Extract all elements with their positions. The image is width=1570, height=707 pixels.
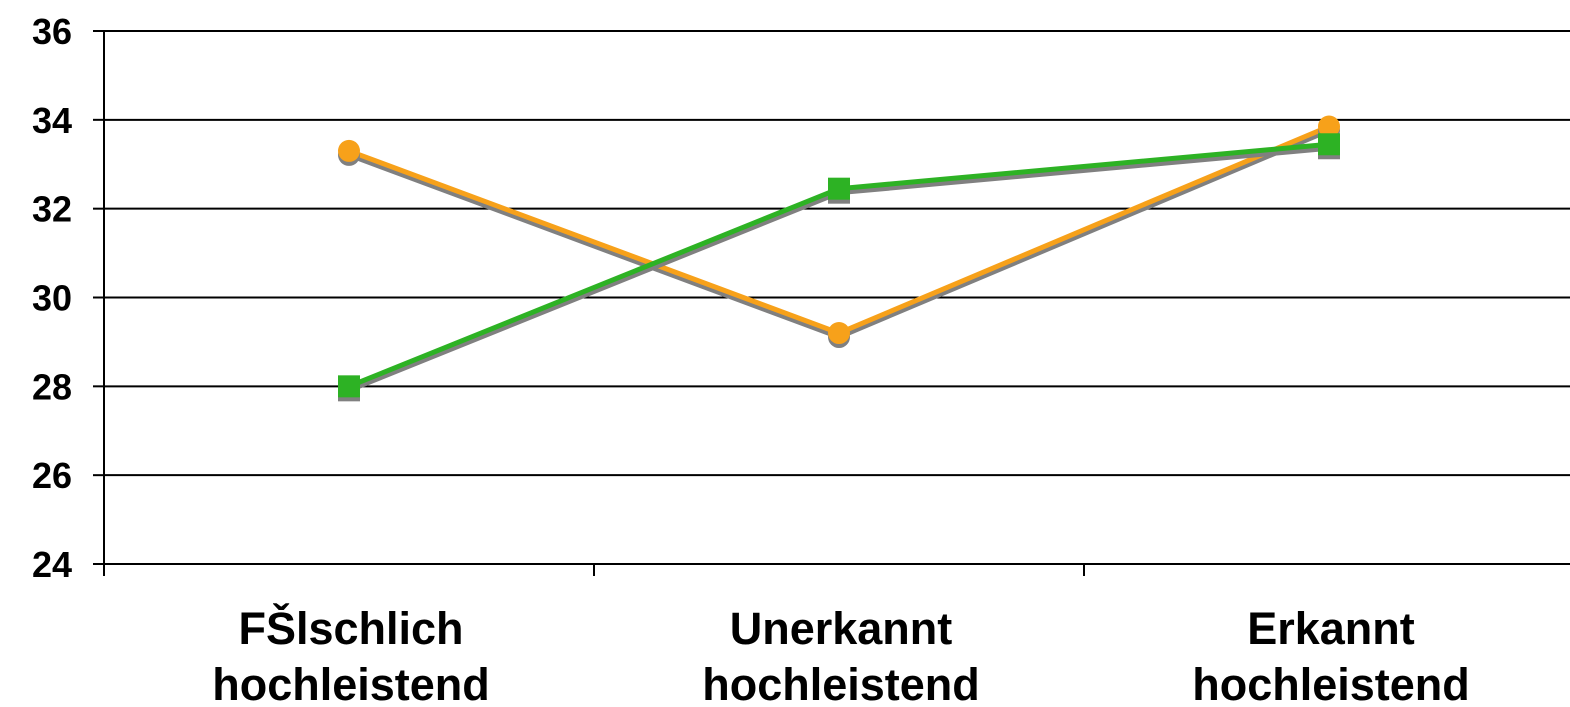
series-lines bbox=[338, 115, 1340, 402]
x-category-label: Erkannt bbox=[1247, 603, 1415, 654]
x-category-label: hochleistend bbox=[702, 659, 980, 707]
y-tick-label: 32 bbox=[32, 189, 72, 230]
x-category-label: hochleistend bbox=[212, 659, 490, 707]
gridlines bbox=[104, 30, 1570, 477]
x-category-label: Unerkannt bbox=[730, 603, 953, 654]
y-tick-label: 30 bbox=[32, 278, 72, 319]
y-tick-label: 26 bbox=[32, 455, 72, 496]
data-point bbox=[338, 139, 360, 162]
y-tick-label: 28 bbox=[32, 366, 72, 407]
y-tick-label: 36 bbox=[32, 11, 72, 52]
axes bbox=[93, 30, 1570, 576]
data-point bbox=[828, 322, 850, 345]
y-tick-label: 24 bbox=[32, 544, 72, 585]
data-point bbox=[828, 177, 850, 200]
y-tick-labels: 24 26 28 30 32 34 36 bbox=[32, 11, 72, 585]
x-category-label: FŠlschlich bbox=[238, 603, 463, 654]
data-point bbox=[1318, 133, 1340, 156]
series-1 bbox=[338, 115, 1340, 349]
data-point bbox=[1318, 115, 1340, 138]
x-category-labels: FŠlschlich hochleistend Unerkannt hochleist… bbox=[212, 603, 1470, 707]
x-category-label: hochleistend bbox=[1192, 659, 1470, 707]
series-2 bbox=[338, 133, 1340, 402]
y-tick-label: 34 bbox=[32, 100, 72, 141]
data-point bbox=[338, 375, 360, 398]
